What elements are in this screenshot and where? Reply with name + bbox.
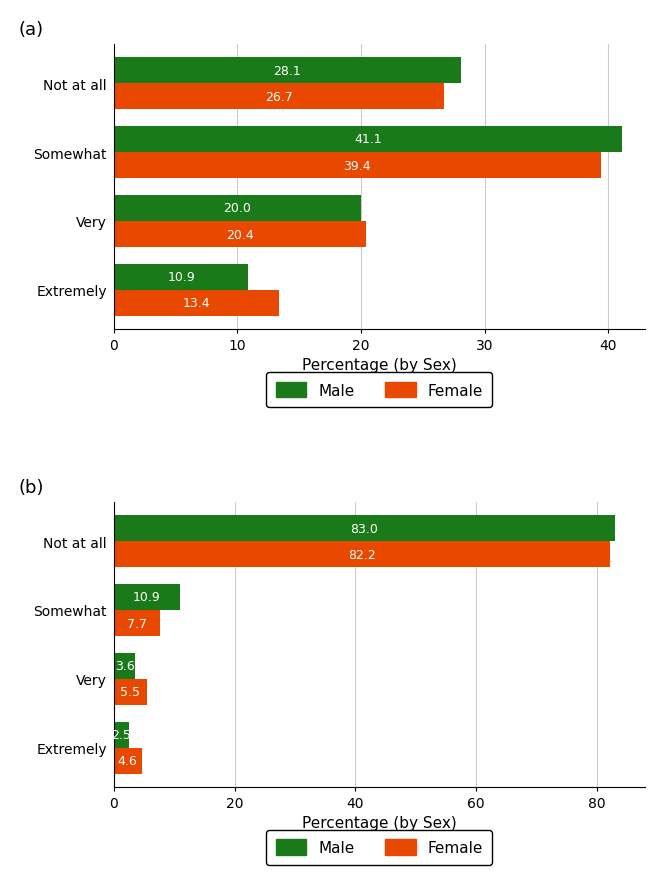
Bar <box>114 265 248 291</box>
Text: 83.0: 83.0 <box>350 522 378 535</box>
Text: 41.1: 41.1 <box>354 133 382 147</box>
Bar <box>114 58 461 84</box>
X-axis label: Percentage (by Sex): Percentage (by Sex) <box>302 815 457 831</box>
Bar <box>114 584 180 611</box>
Bar <box>114 653 135 679</box>
Text: 82.2: 82.2 <box>348 548 376 561</box>
Legend: Male, Female: Male, Female <box>266 831 492 864</box>
Text: 10.9: 10.9 <box>167 271 195 284</box>
Text: 20.4: 20.4 <box>226 228 254 241</box>
Bar <box>114 291 279 316</box>
Bar <box>114 222 366 248</box>
Bar <box>114 196 361 222</box>
Legend: Male, Female: Male, Female <box>266 373 492 408</box>
Text: 10.9: 10.9 <box>133 591 161 603</box>
Bar <box>114 721 129 748</box>
Text: (b): (b) <box>18 479 43 497</box>
Text: 28.1: 28.1 <box>274 64 301 78</box>
Bar <box>114 153 601 179</box>
Bar <box>114 748 141 774</box>
X-axis label: Percentage (by Sex): Percentage (by Sex) <box>302 358 457 373</box>
Text: (a): (a) <box>18 21 43 39</box>
Bar <box>114 679 147 705</box>
Text: 5.5: 5.5 <box>121 686 141 698</box>
Text: 13.4: 13.4 <box>182 297 210 310</box>
Text: 20.0: 20.0 <box>223 202 251 215</box>
Bar <box>114 542 610 568</box>
Bar <box>114 84 444 110</box>
Bar <box>114 515 615 542</box>
Text: 2.5: 2.5 <box>111 729 131 741</box>
Text: 39.4: 39.4 <box>344 159 371 173</box>
Text: 3.6: 3.6 <box>115 660 135 672</box>
Bar <box>114 611 161 637</box>
Text: 26.7: 26.7 <box>265 90 292 104</box>
Text: 7.7: 7.7 <box>127 617 147 630</box>
Bar <box>114 127 621 153</box>
Text: 4.6: 4.6 <box>118 755 137 767</box>
